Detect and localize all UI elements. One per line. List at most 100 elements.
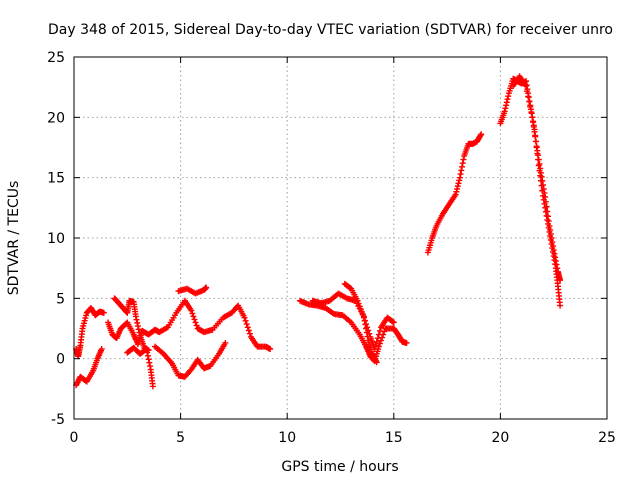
axis-ticks: 0 5 10 15 20 25 -5 0 5 10 15 20 25 [47,50,616,446]
series-track-1 [73,304,107,360]
data-point [357,306,364,313]
data-point [504,96,511,103]
data-point [478,131,485,138]
y-tick-label: 25 [47,50,65,66]
data-point [459,160,466,167]
data-point [557,277,564,284]
series-track-12 [497,75,564,309]
data-point [203,284,210,291]
data-point [242,317,249,324]
data-point [548,235,555,241]
data-point [460,156,467,163]
y-axis-label: SDTVAR / TECUs [6,181,22,296]
chart-title: Day 348 of 2015, Sidereal Day-to-day VTE… [48,22,613,38]
data-point [360,314,367,321]
series-track-9 [309,290,380,366]
data-point [549,239,556,246]
series-track-4 [105,297,274,353]
data-point [540,185,547,192]
data-point [243,321,250,328]
data-point [143,346,150,353]
data-point [527,103,534,110]
data-point [503,102,510,109]
x-tick-label: 10 [278,430,296,446]
data-point [244,324,251,331]
data-point [552,254,559,261]
series-track-5 [124,344,156,390]
data-point [373,359,380,366]
data-point [459,163,466,170]
x-tick-label: 20 [491,430,509,446]
y-tick-label: 10 [47,231,65,247]
data-point [550,247,557,254]
data-point [123,309,130,316]
data-point [376,327,383,334]
data-point [365,327,372,334]
data-point [144,352,151,359]
data-point [551,250,558,257]
series-track-3 [111,295,152,354]
data-point [554,265,561,272]
data-point [374,335,381,342]
data-point [452,191,459,198]
data-point [241,314,248,321]
data-point [501,108,508,115]
data-point [547,226,554,233]
data-point [98,346,105,353]
data-point [189,310,196,317]
data-point [524,88,531,95]
data-point [354,297,361,304]
data-point [545,218,552,225]
data-point [134,323,141,330]
data-point [454,183,461,190]
x-axis-label: GPS time / hours [281,459,398,475]
data-point [146,359,153,366]
data-point [371,346,378,353]
data-point [538,173,545,180]
series-track-11 [424,131,485,256]
data-point [193,322,200,329]
data-point [541,189,548,196]
data-point [536,160,543,167]
x-tick-label: 25 [598,430,616,446]
data-point [530,123,537,130]
data-point [456,174,463,181]
data-point [544,208,551,215]
y-tick-label: -5 [51,412,65,428]
data-point [192,319,199,326]
series-track-8 [296,297,410,365]
data-point [246,330,253,337]
data-point [543,203,550,210]
data-point [535,152,542,159]
data-point [188,307,195,314]
y-tick-label: 20 [47,110,65,126]
grid-lines [74,57,607,419]
x-tick-label: 15 [385,430,403,446]
data-point [537,165,544,172]
data-point [372,342,379,349]
data-point [364,324,371,331]
data-point [403,339,410,346]
data-point [267,346,274,353]
data-point [503,99,510,106]
series-track-2 [73,346,105,389]
series-track-13 [510,73,564,284]
data-point [134,319,141,326]
data-point [534,147,541,154]
data-point [389,318,396,325]
data-point [457,171,464,178]
data-point [557,302,564,309]
data-point [373,338,380,345]
data-point [540,181,547,188]
data-point [147,363,154,370]
data-point [458,167,465,174]
data-point [531,128,538,135]
data-point [546,222,553,229]
data-point [542,193,549,200]
data-point [456,177,463,184]
data-point [135,326,142,333]
data-point [132,313,139,320]
y-tick-label: 5 [56,291,65,307]
data-point [529,114,536,121]
